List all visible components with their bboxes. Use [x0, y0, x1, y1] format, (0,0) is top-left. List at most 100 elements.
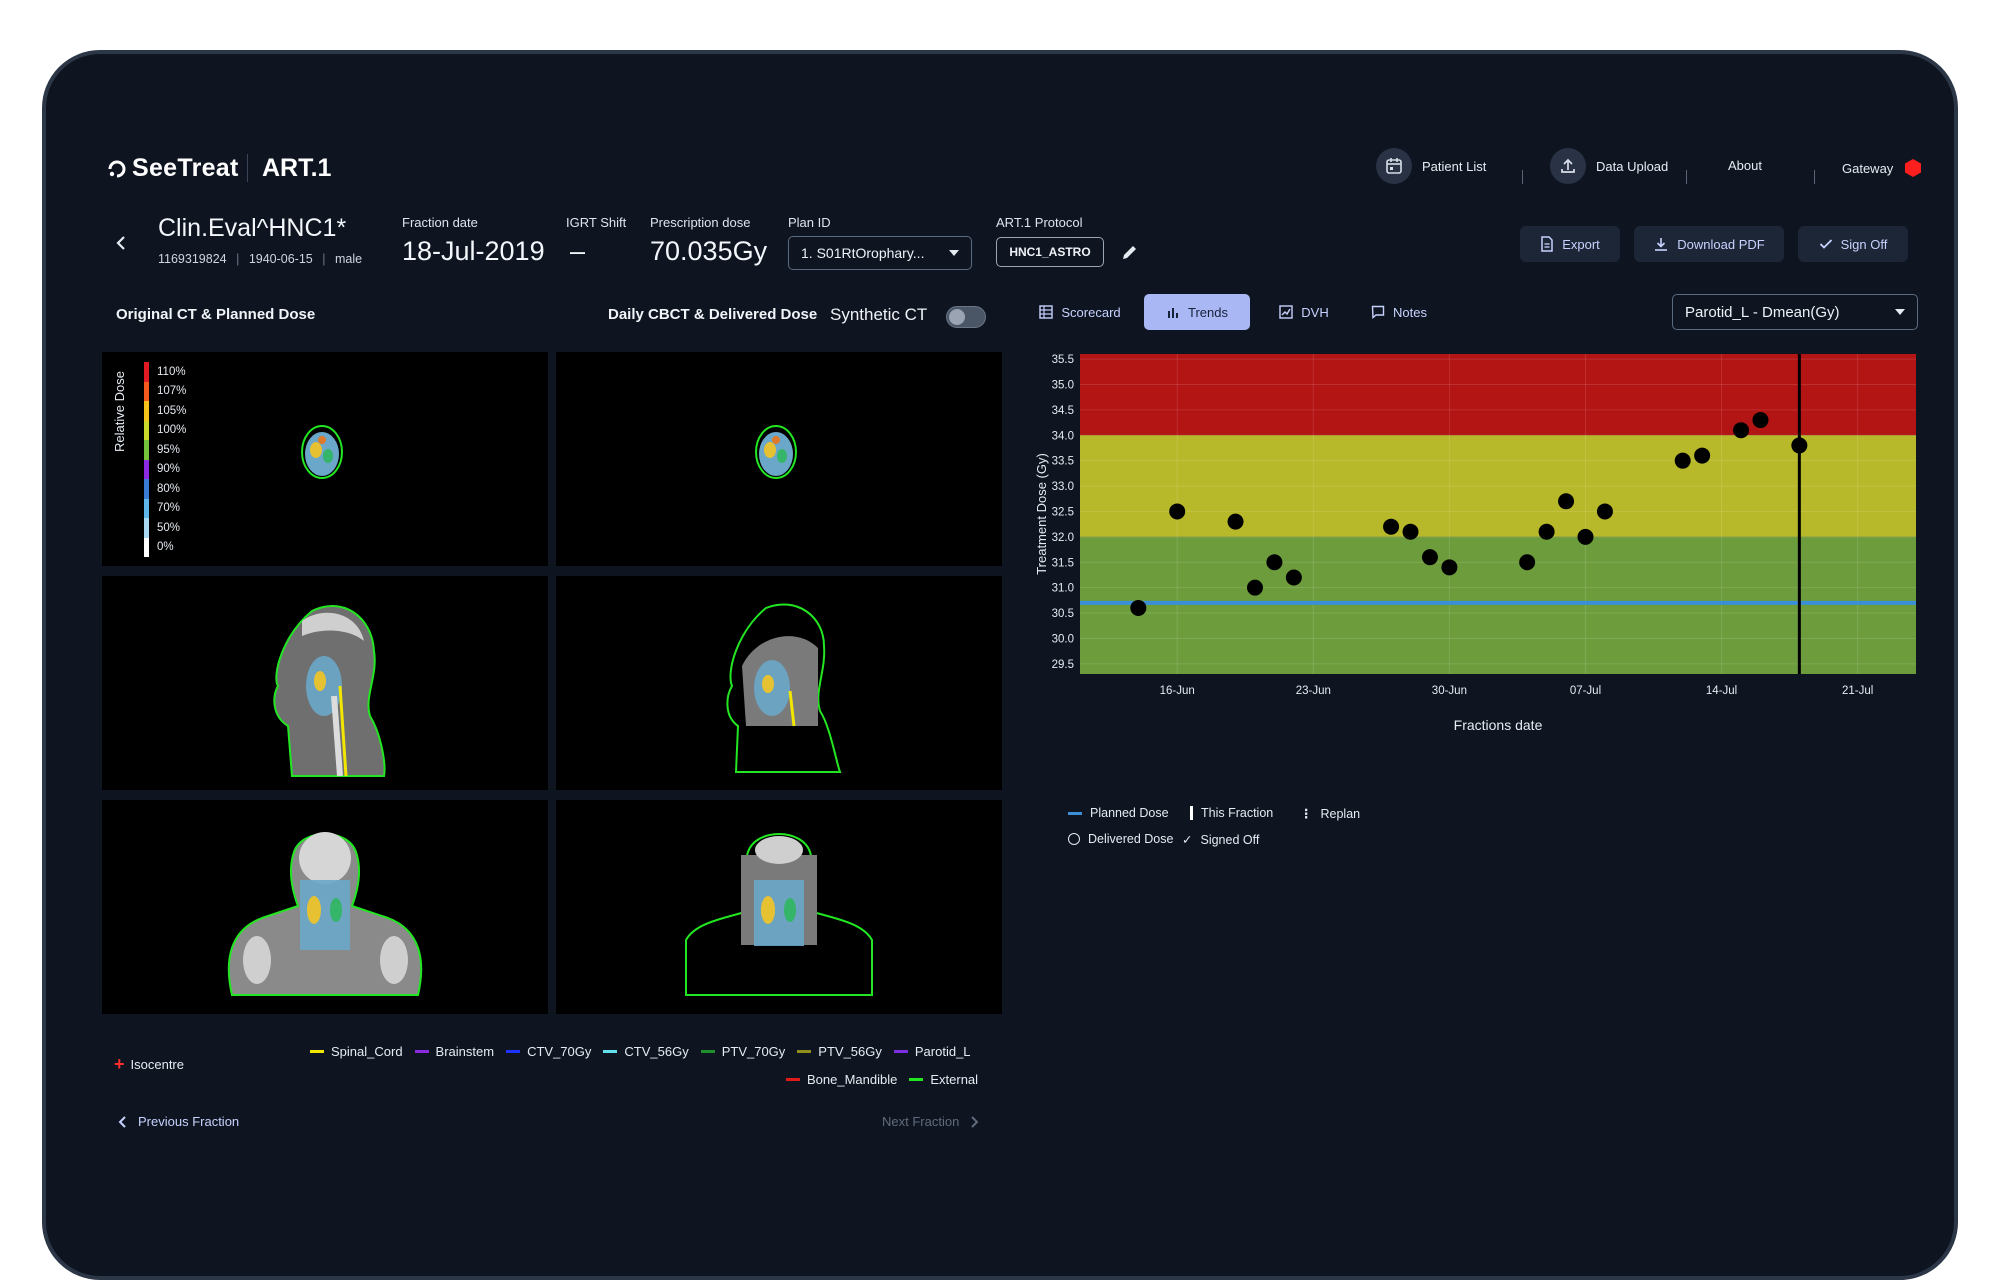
export-label: Export	[1562, 236, 1600, 252]
axial-slice-image	[301, 425, 343, 479]
download-pdf-label: Download PDF	[1677, 236, 1765, 252]
structure-color-swatch	[506, 1050, 521, 1053]
prescription-dose-label: Prescription dose	[650, 215, 751, 230]
structure-color-swatch	[797, 1050, 812, 1053]
y-tick-label: 35.0	[1052, 379, 1074, 391]
plan-id-value: 1. S01RtOrophary...	[801, 245, 925, 261]
metric-select-value: Parotid_L - Dmean(Gy)	[1685, 303, 1840, 321]
y-tick-label: 30.0	[1052, 633, 1074, 645]
patient-id: 1169319824	[158, 252, 227, 266]
structure-name: PTV_70Gy	[721, 1044, 786, 1059]
sign-off-button[interactable]: Sign Off	[1798, 226, 1908, 262]
dose-color-swatch	[144, 401, 149, 421]
nav-about[interactable]: About	[1728, 158, 1762, 173]
protocol-tag[interactable]: HNC1_ASTRO	[996, 237, 1104, 267]
tab-trends-label: Trends	[1188, 304, 1228, 320]
this-fraction-swatch	[1190, 806, 1193, 820]
delivered-dose-point	[1402, 523, 1419, 540]
dose-scale-item: 100%	[144, 420, 187, 440]
structure-legend-item: Bone_Mandible	[786, 1072, 897, 1087]
tab-scorecard[interactable]: Scorecard	[1028, 294, 1132, 330]
y-tick-label: 35.5	[1052, 354, 1074, 366]
x-tick-label: 23-Jun	[1296, 685, 1331, 697]
dose-color-swatch	[144, 440, 149, 460]
patient-sex: male	[334, 252, 363, 266]
cbct-coronal-panel[interactable]	[556, 800, 1002, 1014]
legend-replan: ⋮ Replan	[1300, 806, 1360, 822]
chevron-left-icon	[118, 1115, 126, 1128]
plan-id-label: Plan ID	[788, 215, 831, 230]
dose-scale-item: 70%	[144, 498, 186, 518]
structure-legend: Spinal_Cord Brainstem CTV_70Gy CTV_56Gy PTV_…	[310, 1044, 971, 1059]
export-button[interactable]: Export	[1520, 226, 1620, 262]
seetreat-logo-icon	[108, 160, 126, 177]
legend-this-fraction: This Fraction	[1190, 806, 1273, 820]
edit-protocol-button[interactable]	[1120, 242, 1140, 267]
back-button[interactable]	[114, 230, 128, 261]
tab-dvh[interactable]: DVH	[1264, 294, 1344, 330]
delivered-dose-point	[1577, 528, 1594, 545]
y-tick-label: 32.0	[1052, 532, 1074, 544]
dose-scale-label: 70%	[157, 502, 181, 515]
synthetic-ct-label: Synthetic CT	[830, 305, 928, 324]
x-tick-label: 07-Jul	[1570, 685, 1601, 697]
dose-scale-label: 80%	[157, 482, 181, 495]
cbct-axial-panel[interactable]	[556, 352, 1002, 566]
bar-chart-icon	[1168, 308, 1178, 318]
nav-about-label: About	[1728, 158, 1762, 173]
dose-scale-label: 50%	[157, 521, 181, 534]
ct-coronal-panel[interactable]	[102, 800, 548, 1014]
tab-scorecard-label: Scorecard	[1061, 304, 1121, 320]
delivered-dose-point	[1674, 452, 1691, 469]
gateway-status-icon	[1905, 159, 1922, 177]
legend-planned-dose: Planned Dose	[1068, 806, 1169, 820]
daily-cbct-title: Daily CBCT & Delivered Dose	[608, 306, 818, 323]
dose-color-swatch	[144, 381, 149, 401]
structure-name: Spinal_Cord	[331, 1044, 403, 1059]
structure-legend-item: PTV_56Gy	[797, 1044, 882, 1059]
legend-planned-label: Planned Dose	[1090, 806, 1169, 820]
nav-gateway[interactable]: Gateway	[1842, 158, 1923, 178]
tab-notes[interactable]: Notes	[1354, 294, 1444, 330]
structure-legend-item: CTV_56Gy	[603, 1044, 689, 1059]
dose-scale-label: 100%	[157, 424, 187, 437]
brand-name: SeeTreat	[132, 154, 239, 182]
structure-color-swatch	[414, 1050, 429, 1053]
tab-trends[interactable]: Trends	[1144, 294, 1250, 330]
nav-patient-list[interactable]: Patient List	[1376, 148, 1486, 184]
app-window: SeeTreat ART.1 Patient List Data Upload …	[42, 50, 1958, 1280]
structure-name: Bone_Mandible	[807, 1072, 898, 1087]
structure-color-swatch	[603, 1050, 618, 1053]
nav-data-upload[interactable]: Data Upload	[1550, 148, 1668, 184]
trend-chart[interactable]: 29.5 30.0 30.5 31.0 31.5 32.0 32.5 33.0 33.5 34.0…	[1020, 344, 1940, 814]
synthetic-ct-toggle[interactable]	[946, 306, 986, 328]
metric-select[interactable]: Parotid_L - Dmean(Gy)	[1672, 294, 1918, 330]
dose-color-swatch	[144, 362, 149, 382]
structure-name: Parotid_L	[914, 1044, 971, 1059]
coronal-slice-image	[685, 833, 873, 996]
next-fraction-button[interactable]: Next Fraction	[882, 1114, 979, 1129]
fraction-date-label: Fraction date	[402, 215, 478, 230]
x-tick-label: 30-Jun	[1432, 685, 1467, 697]
plan-id-select[interactable]: 1. S01RtOrophary...	[788, 236, 972, 270]
dose-scale-item: 90%	[144, 459, 186, 479]
y-tick-label: 32.5	[1052, 506, 1074, 518]
patient-name: Clin.Eval^HNC1*	[158, 214, 347, 242]
dose-scale-label: 0%	[157, 541, 174, 554]
download-pdf-button[interactable]: Download PDF	[1634, 226, 1784, 262]
nav-patient-list-label: Patient List	[1422, 158, 1487, 174]
check-icon: ✓	[1182, 833, 1193, 847]
ct-sagittal-panel[interactable]	[102, 576, 548, 790]
dose-color-swatch	[144, 537, 149, 557]
previous-fraction-button[interactable]: Previous Fraction	[118, 1114, 239, 1129]
isocentre-legend: + Isocentre	[114, 1054, 184, 1075]
coronal-slice-image	[227, 832, 423, 996]
y-tick-label: 33.0	[1052, 481, 1074, 493]
cbct-sagittal-panel[interactable]	[556, 576, 1002, 790]
delivered-dose-point	[1596, 503, 1613, 520]
ct-axial-panel[interactable]: Relative Dose 110% 107% 105% 100% 95% 90% 80% 7…	[102, 352, 548, 566]
dose-color-swatch	[144, 459, 149, 479]
x-tick-label: 21-Jul	[1842, 685, 1873, 697]
patient-meta: 1169319824 | 1940-06-15 | male	[158, 252, 363, 266]
dose-color-swatch	[144, 479, 149, 499]
